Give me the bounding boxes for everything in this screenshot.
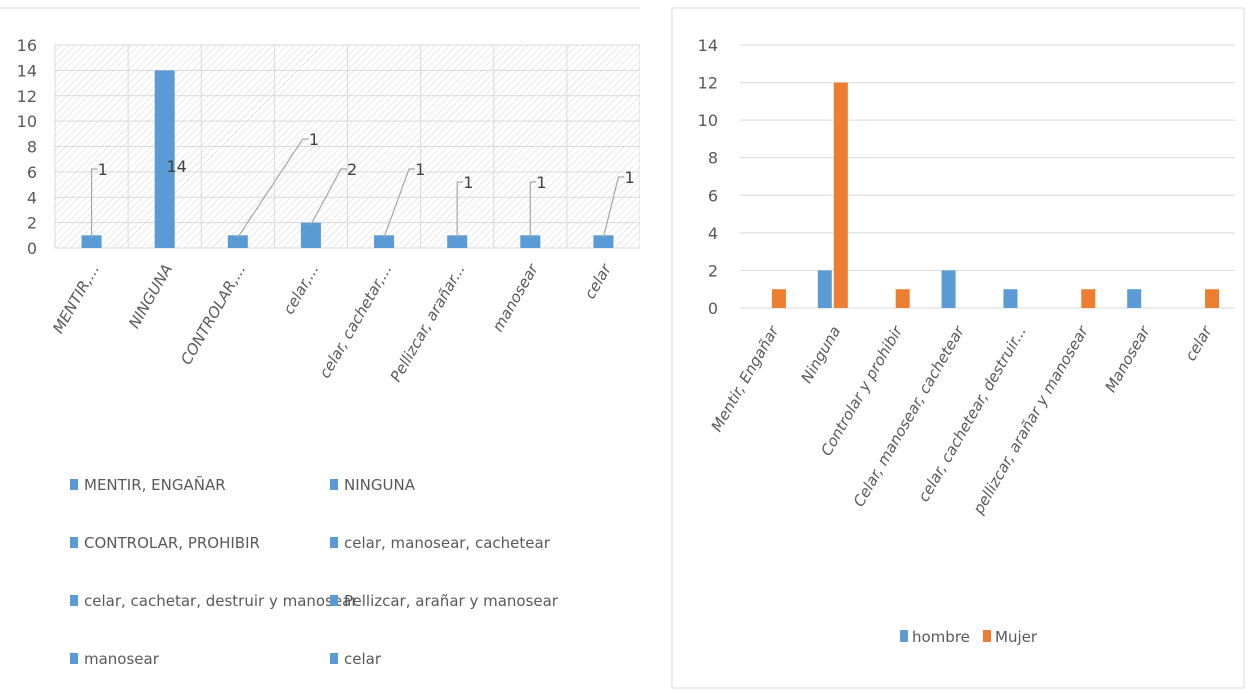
left-legend-swatch	[330, 653, 338, 664]
left-bar	[227, 235, 248, 248]
right-bar-hombre	[941, 270, 956, 308]
left-data-label: 2	[347, 160, 357, 179]
left-bar	[520, 235, 541, 248]
left-y-tick-label: 2	[27, 214, 37, 233]
right-bar-hombre	[817, 270, 832, 308]
right-y-tick-label: 0	[708, 299, 718, 318]
left-legend-swatch	[70, 653, 78, 664]
right-bar-hombre	[1127, 289, 1142, 308]
left-legend-swatch	[70, 537, 78, 548]
left-leader-line	[383, 168, 416, 238]
right-gridlines	[740, 44, 1235, 309]
right-y-tick-label: 4	[708, 224, 718, 243]
left-leader-line	[602, 176, 625, 238]
right-bars	[771, 82, 1220, 308]
right-category-label: celar	[1181, 322, 1216, 364]
left-bar	[154, 70, 175, 248]
left-bar	[374, 235, 395, 248]
left-bars	[81, 70, 614, 248]
left-bar	[593, 235, 614, 248]
left-plot-area	[54, 44, 640, 249]
right-chart-frame	[671, 7, 1245, 689]
left-leader-line	[237, 138, 309, 238]
left-data-label: 1	[463, 173, 473, 192]
right-y-tick-label: 12	[698, 74, 718, 93]
left-y-tick-label: 10	[17, 112, 37, 131]
left-leader-line	[529, 181, 537, 238]
left-legend: MENTIR, ENGAÑAR NINGUNA CONTROLAR, PROHIBI…	[70, 475, 559, 668]
left-y-tick-label: 16	[17, 36, 37, 55]
right-legend-swatch	[983, 630, 991, 642]
left-leader-line	[456, 181, 464, 238]
right-bar-mujer	[895, 289, 910, 308]
left-legend-label: NINGUNA	[344, 476, 416, 494]
left-bar	[81, 235, 102, 248]
right-bar-mujer	[833, 82, 848, 308]
left-legend-swatch	[330, 479, 338, 490]
right-y-tick-label: 6	[708, 186, 718, 205]
left-legend-label: celar	[344, 650, 382, 668]
left-y-tick-label: 6	[27, 163, 37, 182]
left-bar	[300, 222, 321, 248]
left-legend-label: MENTIR, ENGAÑAR	[84, 475, 226, 494]
right-category-label: Mentir, Engañar	[708, 322, 783, 434]
left-leader-line	[90, 168, 98, 238]
left-data-label: 1	[309, 130, 319, 149]
right-y-tick-label: 8	[708, 149, 718, 168]
right-legend-label: hombre	[912, 628, 970, 646]
right-bar-mujer	[1205, 289, 1220, 308]
right-legend-swatch	[900, 630, 908, 642]
right-y-tick-label: 10	[698, 111, 718, 130]
left-legend-label: celar, manosear, cachetear	[344, 534, 551, 552]
left-data-labels: 1 14 1 2 1 1 1 1	[90, 130, 635, 238]
left-data-label: 1	[536, 173, 546, 192]
right-y-tick-label: 2	[708, 261, 718, 280]
left-legend-label: Pellizcar, arañar y manosear	[344, 592, 559, 610]
right-legend-label: Mujer	[995, 628, 1038, 646]
right-bar-mujer	[771, 289, 786, 308]
right-y-axis: 0 2 4 6 8 10 12 14	[698, 36, 718, 318]
left-data-label: 1	[624, 168, 634, 187]
right-category-label: Celar, manosear, cachetear	[850, 322, 969, 510]
left-legend-swatch	[70, 595, 78, 606]
left-legend-label: celar, cachetar, destruir y manosear	[84, 592, 358, 610]
left-y-tick-label: 4	[27, 188, 37, 207]
left-data-label: 1	[98, 160, 108, 179]
left-leader-line	[310, 168, 347, 225]
right-category-label: Ninguna	[797, 323, 844, 386]
left-bar	[447, 235, 468, 248]
left-legend-swatch	[70, 479, 78, 490]
left-data-label: 14	[167, 157, 187, 176]
left-y-tick-label: 0	[27, 239, 37, 258]
right-bar-mujer	[1081, 289, 1096, 308]
right-category-label: Manosear	[1101, 322, 1154, 395]
left-legend-swatch	[330, 537, 338, 548]
right-bar-hombre	[1003, 289, 1018, 308]
left-y-tick-label: 12	[17, 87, 37, 106]
left-legend-label: manosear	[84, 650, 160, 668]
left-legend-swatch	[330, 595, 338, 606]
right-y-tick-label: 14	[698, 36, 718, 55]
right-category-label: pellizcar, arañar y manosear	[969, 322, 1092, 518]
left-y-tick-label: 14	[17, 61, 37, 80]
left-y-tick-label: 8	[27, 138, 37, 157]
right-category-label: celar, cachetear, destruir...	[915, 323, 1030, 505]
right-legend: hombre Mujer	[900, 628, 1038, 646]
left-legend-label: CONTROLAR, PROHIBIR	[84, 534, 260, 552]
left-y-axis: 0 2 4 6 8 10 12 14 16	[17, 36, 37, 258]
left-data-label: 1	[415, 160, 425, 179]
